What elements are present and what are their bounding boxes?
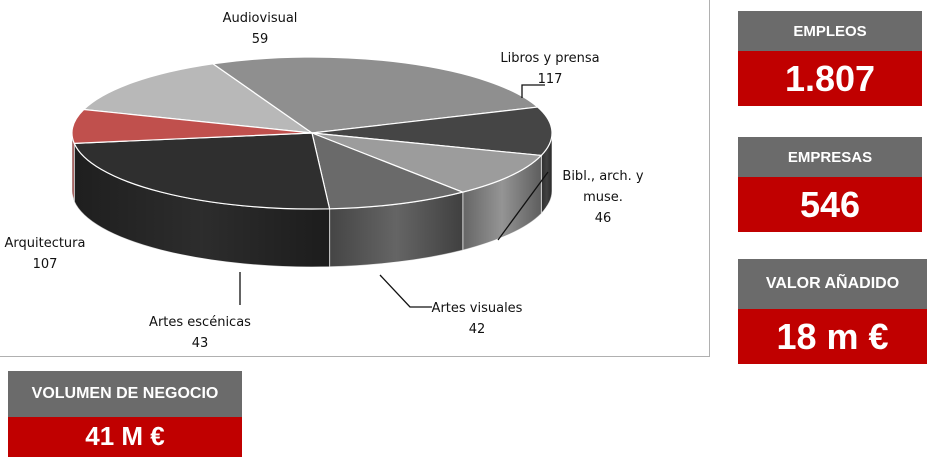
pie-label-audiovisual: Audiovisual (223, 11, 298, 26)
kpi-valor-anadido: VALOR AÑADIDO 18 m € (738, 259, 927, 364)
pie-slice-slice-6 (71, 108, 313, 144)
pie-side-shade-slice-6 (72, 133, 75, 202)
pie-leader-artes-visuales (379, 274, 432, 308)
pie-side-shade-arquitectura (74, 143, 330, 267)
kpi-volumen-negocio-value: 41 M € (8, 417, 242, 457)
kpi-empleos: EMPLEOS 1.807 (738, 11, 922, 106)
chart-frame (0, 0, 710, 357)
kpi-empresas: EMPRESAS 546 (738, 137, 922, 232)
pie-slice-audiovisual (82, 63, 315, 134)
kpi-empleos-label: EMPLEOS (738, 11, 922, 51)
pie-slice-libros-y-prensa (211, 56, 540, 134)
pie-slice-artes-visuales (311, 132, 543, 193)
kpi-volumen-negocio: VOLUMEN DE NEGOCIO 41 M € (8, 371, 242, 457)
pie-label-arquitectura: Arquitectura (4, 236, 85, 251)
pie-slice-bibl-arch-y-muse (311, 106, 553, 157)
pie-value-artes-visuales: 42 (469, 322, 486, 337)
kpi-empresas-label: EMPRESAS (738, 137, 922, 177)
pie-value-arquitectura: 107 (33, 257, 58, 272)
pie-label-artes-visuales: Artes visuales (432, 301, 523, 316)
pie-label-bibl-arch-y-muse-line1: Bibl., arch. y (562, 169, 643, 184)
pie-value-artes-escenicas: 43 (192, 336, 209, 351)
pie-label-libros-y-prensa: Libros y prensa (500, 51, 599, 66)
pie-label-artes-escenicas: Artes escénicas (149, 315, 251, 330)
kpi-valor-anadido-label: VALOR AÑADIDO (738, 259, 927, 309)
pie-side-shade-artes-escenicas (329, 192, 463, 267)
pie-slice-artes-escenicas (311, 132, 465, 210)
kpi-empresas-value: 546 (738, 177, 922, 232)
kpi-empleos-value: 1.807 (738, 51, 922, 106)
pie-chart: Audiovisual 59 Libros y prensa 117 Bibl., ar… (4, 11, 643, 351)
kpi-volumen-negocio-label: VOLUMEN DE NEGOCIO (8, 371, 242, 417)
kpi-valor-anadido-value: 18 m € (738, 309, 927, 364)
pie-value-libros-y-prensa: 117 (538, 72, 563, 87)
pie-leader-libros-y-prensa (521, 84, 545, 98)
pie-value-bibl-arch-y-muse: 46 (595, 211, 612, 226)
pie-label-bibl-arch-y-muse-line2: muse. (583, 190, 623, 205)
pie-leader-bibl-arch-y-muse (497, 171, 549, 241)
pie-side-shade-artes-visuales (462, 155, 542, 251)
pie-slice-arquitectura (73, 132, 331, 210)
pie-value-audiovisual: 59 (252, 32, 269, 47)
